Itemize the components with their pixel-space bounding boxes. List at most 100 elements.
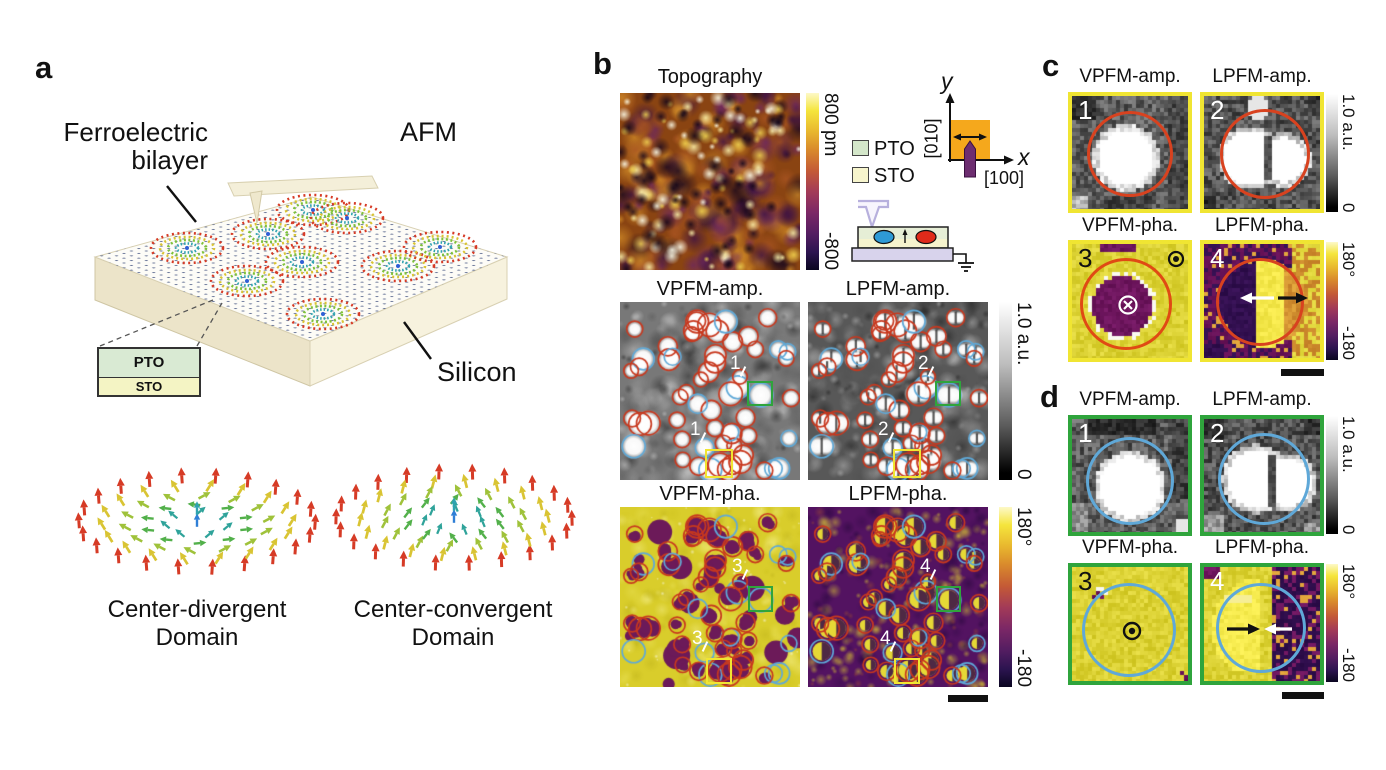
convergent-domain-marker (915, 229, 937, 245)
domain-circle-red (1080, 258, 1172, 350)
pha-colorbar (999, 507, 1012, 687)
domain-circle-blue (1086, 437, 1174, 525)
roi-number: 2 (878, 419, 889, 440)
tile-d1: 1 (1068, 415, 1192, 536)
panel-d-letter: d (1040, 379, 1059, 414)
scale-bar (1282, 692, 1324, 699)
scale-bar (1281, 369, 1324, 376)
d-vpfm-amp-title: VPFM-amp. (1079, 389, 1181, 410)
tile-number: 3 (1078, 243, 1093, 273)
x-axis-arrow (1004, 155, 1014, 165)
roi-box-green (936, 586, 961, 612)
domain-circle-red (1087, 111, 1173, 197)
pto-layer: PTO (99, 349, 199, 377)
topography-title: Topography (657, 66, 763, 88)
roi-number: 3 (732, 556, 743, 577)
d-pha-colorbar (1326, 564, 1338, 682)
vpfm-pha-image (620, 507, 800, 687)
c-vpfm-amp-title: VPFM-amp. (1079, 66, 1181, 87)
d-lpfm-pha-title: LPFM-pha. (1215, 537, 1309, 558)
c-amp-colorbar-labels: 1.0 a.u. 0 (1339, 94, 1358, 212)
into-plane-icon (1118, 295, 1138, 315)
bilayer-label: Ferroelectric bilayer (63, 117, 208, 175)
roi-box-green (748, 586, 773, 612)
vpfm-pha-title: VPFM-pha. (659, 483, 761, 505)
c-amp-colorbar (1326, 94, 1338, 212)
right-domain-caption: Center-convergent Domain (353, 596, 553, 651)
tile-d3: 3 (1068, 563, 1192, 685)
panel-c-letter: c (1042, 48, 1060, 83)
tile-number: 2 (1210, 418, 1225, 448)
lpfm-amp-title: LPFM-amp. (845, 278, 951, 300)
c-vpfm-pha-title: VPFM-pha. (1081, 215, 1179, 236)
tile-c2: 2 (1200, 92, 1324, 213)
tile-d4: 4 (1200, 563, 1324, 685)
roi-number: 2 (918, 353, 929, 374)
topography-map (620, 93, 800, 270)
roi-box-yellow (705, 449, 733, 478)
bilayer-stack-inset: PTO STO (97, 347, 201, 397)
lateral-arrow-left (953, 133, 961, 141)
d-lpfm-amp-title: LPFM-amp. (1212, 389, 1312, 410)
polarization-arrow (902, 229, 908, 235)
x-axis-label: x (1018, 144, 1030, 170)
white-left-arrow-icon (1240, 292, 1252, 304)
black-right-arrow-icon (1296, 292, 1308, 304)
roi-number: 1 (730, 353, 741, 374)
lpfm-pha-title: LPFM-pha. (848, 483, 948, 505)
lateral-arrow-right (979, 133, 987, 141)
substrate (851, 247, 954, 262)
amp-colorbar-labels: 1.0 a.u. 0 (1013, 302, 1034, 480)
domain-circle-blue (1218, 433, 1310, 525)
tile-number: 4 (1210, 243, 1225, 273)
tile-number: 1 (1078, 418, 1093, 448)
center-divergent-illustration (74, 467, 320, 575)
silicon-label: Silicon (437, 357, 517, 387)
afm-cantilever (227, 175, 379, 197)
roi-number: 3 (692, 628, 703, 649)
tip-position-marker (964, 140, 976, 178)
vpfm-amp-title: VPFM-amp. (656, 278, 764, 300)
domain-circle-red (1220, 109, 1310, 199)
topography-image (620, 93, 800, 270)
out-of-plane-up-icon (1167, 250, 1185, 268)
out-of-plane-up-icon (1122, 621, 1142, 641)
amp-colorbar (999, 302, 1012, 480)
silicon-pointer-line (403, 321, 432, 360)
left-domain-caption: Center-divergent Domain (107, 596, 287, 651)
roi-box-green (935, 381, 961, 406)
white-left-arrow-icon (1264, 623, 1276, 635)
d-amp-colorbar (1326, 416, 1338, 534)
sto-layer: STO (99, 377, 199, 395)
y-axis-arrow (945, 93, 955, 103)
panel-b-letter: b (593, 46, 612, 81)
topography-colorbar (806, 93, 819, 270)
c-pha-colorbar (1326, 242, 1338, 360)
roi-box-yellow (706, 658, 732, 684)
roi-number: 4 (880, 628, 891, 649)
scale-bar (948, 695, 988, 702)
c-pha-colorbar-labels: 180° -180 (1339, 242, 1358, 360)
x-direction-label: [100] (984, 168, 1025, 188)
sample-cross-section (851, 199, 974, 272)
pha-colorbar-labels: 180° -180 (1013, 507, 1034, 687)
roi-box-green (747, 381, 773, 406)
center-convergent-illustration (332, 463, 576, 571)
inset-dash-line (99, 299, 214, 347)
c-lpfm-pha-title: LPFM-pha. (1215, 215, 1309, 236)
d-amp-colorbar-labels: 1.0 a.u. 0 (1339, 416, 1358, 534)
pto-legend-label: PTO (874, 138, 915, 160)
roi-number: 1 (690, 419, 701, 440)
y-direction-label: [010] (921, 118, 942, 159)
tile-number: 4 (1210, 566, 1225, 596)
domain-circle-blue (1082, 583, 1176, 677)
y-axis-label: y (941, 68, 953, 94)
domain-circle-red (1216, 258, 1304, 346)
pto-swatch (852, 140, 869, 156)
roi-box-yellow (894, 658, 920, 684)
bilayer-pointer-line (166, 185, 197, 223)
roi-box-yellow (893, 449, 921, 478)
lpfm-pha-image (808, 507, 988, 687)
tile-number: 2 (1210, 95, 1225, 125)
